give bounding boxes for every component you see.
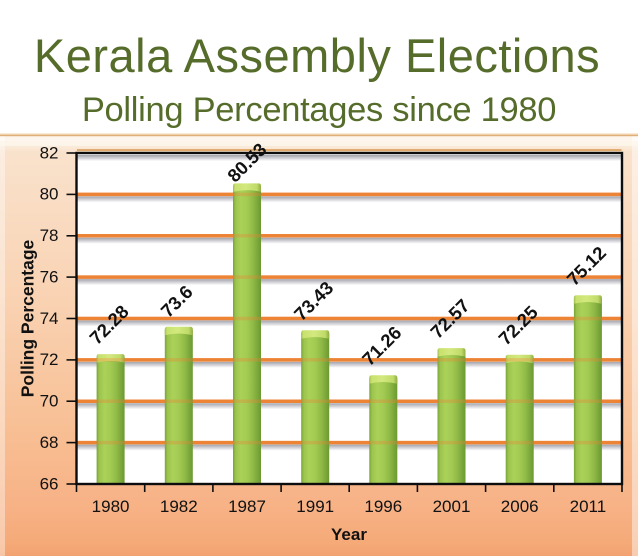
svg-text:Year: Year [331, 525, 367, 544]
svg-text:68: 68 [40, 433, 59, 452]
svg-text:1996: 1996 [364, 497, 402, 516]
svg-text:1982: 1982 [160, 497, 198, 516]
svg-text:66: 66 [40, 474, 59, 493]
svg-text:2006: 2006 [501, 497, 539, 516]
svg-text:74: 74 [40, 309, 59, 328]
svg-text:1987: 1987 [228, 497, 266, 516]
svg-text:76: 76 [40, 267, 59, 286]
svg-text:2001: 2001 [433, 497, 471, 516]
svg-text:1991: 1991 [296, 497, 334, 516]
svg-text:82: 82 [40, 143, 59, 162]
svg-text:70: 70 [40, 392, 59, 411]
svg-text:1980: 1980 [92, 497, 130, 516]
svg-text:78: 78 [40, 226, 59, 245]
svg-text:2011: 2011 [570, 497, 607, 516]
svg-text:Polling Percentage: Polling Percentage [18, 239, 38, 397]
svg-text:80: 80 [40, 185, 59, 204]
svg-text:72: 72 [40, 350, 59, 369]
